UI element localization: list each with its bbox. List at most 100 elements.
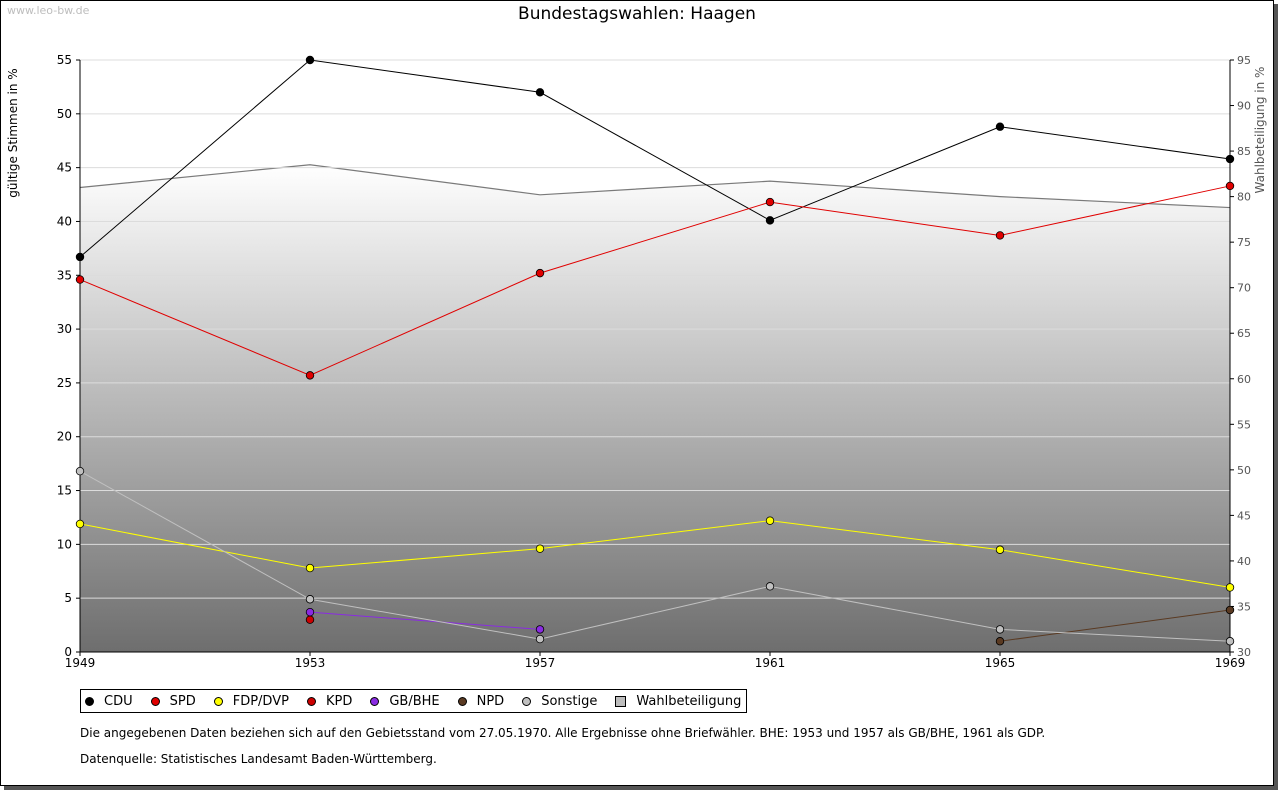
y-tick-label: 15 xyxy=(57,484,72,498)
y2-tick-label: 75 xyxy=(1237,236,1251,249)
legend-marker-fdp-dvp xyxy=(213,696,223,706)
y-tick-label: 55 xyxy=(57,53,72,67)
y-tick-label: 30 xyxy=(57,322,72,336)
point-cdu xyxy=(75,252,85,262)
point-npd xyxy=(995,637,1005,646)
legend-item-kpd: KPD xyxy=(306,693,353,709)
y-tick-label: 50 xyxy=(57,107,72,121)
point-spd xyxy=(765,197,775,207)
point-npd xyxy=(1225,605,1235,615)
y-tick-label: 0 xyxy=(64,645,72,659)
y2-tick-label: 35 xyxy=(1237,600,1251,613)
x-tick-label: 1965 xyxy=(985,656,1016,670)
x-tick-label: 1961 xyxy=(755,656,786,670)
point-cdu xyxy=(1225,154,1235,164)
y-tick-label: 25 xyxy=(57,376,72,390)
chart-title: Bundestagswahlen: Haagen xyxy=(518,4,756,24)
legend-label-sonstige: Sonstige xyxy=(541,693,598,709)
y2-tick-label: 50 xyxy=(1237,464,1251,477)
y2-tick-label: 70 xyxy=(1237,282,1251,295)
y-tick-label: 40 xyxy=(57,214,72,228)
series-line-cdu xyxy=(79,59,1231,258)
y-tick-label: 10 xyxy=(57,537,72,551)
series-line-npd xyxy=(999,609,1231,642)
point-fdp-dvp xyxy=(995,545,1005,554)
legend-label-fdp-dvp: FDP/DVP xyxy=(232,693,289,709)
legend-item-cdu: CDU xyxy=(85,694,133,709)
y2-tick-label: 65 xyxy=(1237,327,1251,340)
point-sonstige xyxy=(305,595,315,604)
legend-item-fdp-dvp: FDP/DVP xyxy=(213,693,289,709)
point-cdu xyxy=(765,216,775,225)
y-tick-label: 20 xyxy=(57,430,72,444)
point-fdp-dvp xyxy=(1225,583,1235,592)
legend-marker-npd xyxy=(457,696,467,706)
series-line-sonstige xyxy=(79,470,1231,642)
legend-item-npd: NPD xyxy=(457,693,505,709)
legend: CDU SPD FDP/DVP KPD GB/BHE NPD Sonstige Wahlbet… xyxy=(80,689,748,713)
turnout-area xyxy=(80,164,1230,652)
y2-axis-title: Wahlbeteiligung in % xyxy=(1253,67,1267,194)
y-tick-label: 5 xyxy=(64,591,72,605)
series-line-spd xyxy=(79,185,1231,376)
point-sonstige xyxy=(535,634,545,644)
legend-label-spd: SPD xyxy=(169,693,196,709)
point-gb-bhe xyxy=(535,625,545,634)
point-fdp-dvp xyxy=(765,516,775,525)
x-tick-label: 1969 xyxy=(1215,656,1246,670)
legend-label-cdu: CDU xyxy=(104,693,133,709)
x-tick-label: 1949 xyxy=(65,656,96,670)
legend-item-spd: SPD xyxy=(150,693,196,709)
legend-label-kpd: KPD xyxy=(325,693,353,709)
legend-marker-spd xyxy=(150,696,160,706)
y2-tick-label: 80 xyxy=(1237,191,1251,204)
legend-label-npd: NPD xyxy=(476,693,505,709)
legend-marker-gb-bhe xyxy=(370,696,380,706)
point-kpd xyxy=(305,615,315,624)
point-cdu xyxy=(535,88,545,97)
legend-item-wahlbeteiligung: Wahlbeteiligung xyxy=(615,694,741,709)
point-spd xyxy=(535,268,545,278)
point-cdu xyxy=(995,122,1005,131)
turnout-line xyxy=(79,164,1231,209)
footnote: Die angegebenen Daten beziehen sich auf … xyxy=(80,726,1046,740)
legend-marker-sonstige xyxy=(522,696,532,706)
point-fdp-dvp xyxy=(535,544,545,553)
legend-marker-cdu xyxy=(85,696,94,706)
series-line-fdp-dvp xyxy=(79,520,1231,588)
series-line-gb-bhe xyxy=(309,611,541,630)
x-tick-label: 1957 xyxy=(525,656,556,670)
y2-tick-label: 40 xyxy=(1237,555,1251,568)
legend-marker-wahlbeteiligung xyxy=(615,695,627,707)
point-spd xyxy=(995,231,1005,240)
y2-tick-label: 95 xyxy=(1237,54,1251,67)
point-spd xyxy=(305,371,315,380)
legend-label-gb-bhe: GB/BHE xyxy=(389,693,440,709)
legend-item-sonstige: Sonstige xyxy=(522,694,597,709)
y2-tick-label: 85 xyxy=(1237,145,1251,158)
y2-tick-label: 30 xyxy=(1237,646,1251,659)
x-tick-label: 1953 xyxy=(295,656,326,670)
y2-tick-label: 60 xyxy=(1237,373,1251,386)
legend-marker-kpd xyxy=(306,696,316,706)
y2-tick-label: 45 xyxy=(1237,509,1251,522)
watermark: www.leo-bw.de xyxy=(7,4,90,17)
point-sonstige xyxy=(1225,637,1235,646)
y-axis-title: gültige Stimmen in % xyxy=(6,68,20,197)
point-spd xyxy=(75,275,85,284)
point-sonstige xyxy=(765,582,775,591)
point-fdp-dvp xyxy=(75,519,85,529)
y-tick-label: 35 xyxy=(57,268,72,282)
point-fdp-dvp xyxy=(305,563,315,573)
legend-item-gb-bhe: GB/BHE xyxy=(370,693,440,709)
point-gb-bhe xyxy=(305,607,315,617)
y2-tick-label: 90 xyxy=(1237,100,1251,113)
point-cdu xyxy=(305,55,315,65)
y-tick-label: 45 xyxy=(57,161,72,175)
point-spd xyxy=(1225,181,1235,191)
point-sonstige xyxy=(995,625,1005,634)
legend-label-wahlbeteiligung: Wahlbeteiligung xyxy=(636,693,742,709)
y2-tick-label: 55 xyxy=(1237,418,1251,431)
data-source: Datenquelle: Statistisches Landesamt Bad… xyxy=(80,752,437,766)
